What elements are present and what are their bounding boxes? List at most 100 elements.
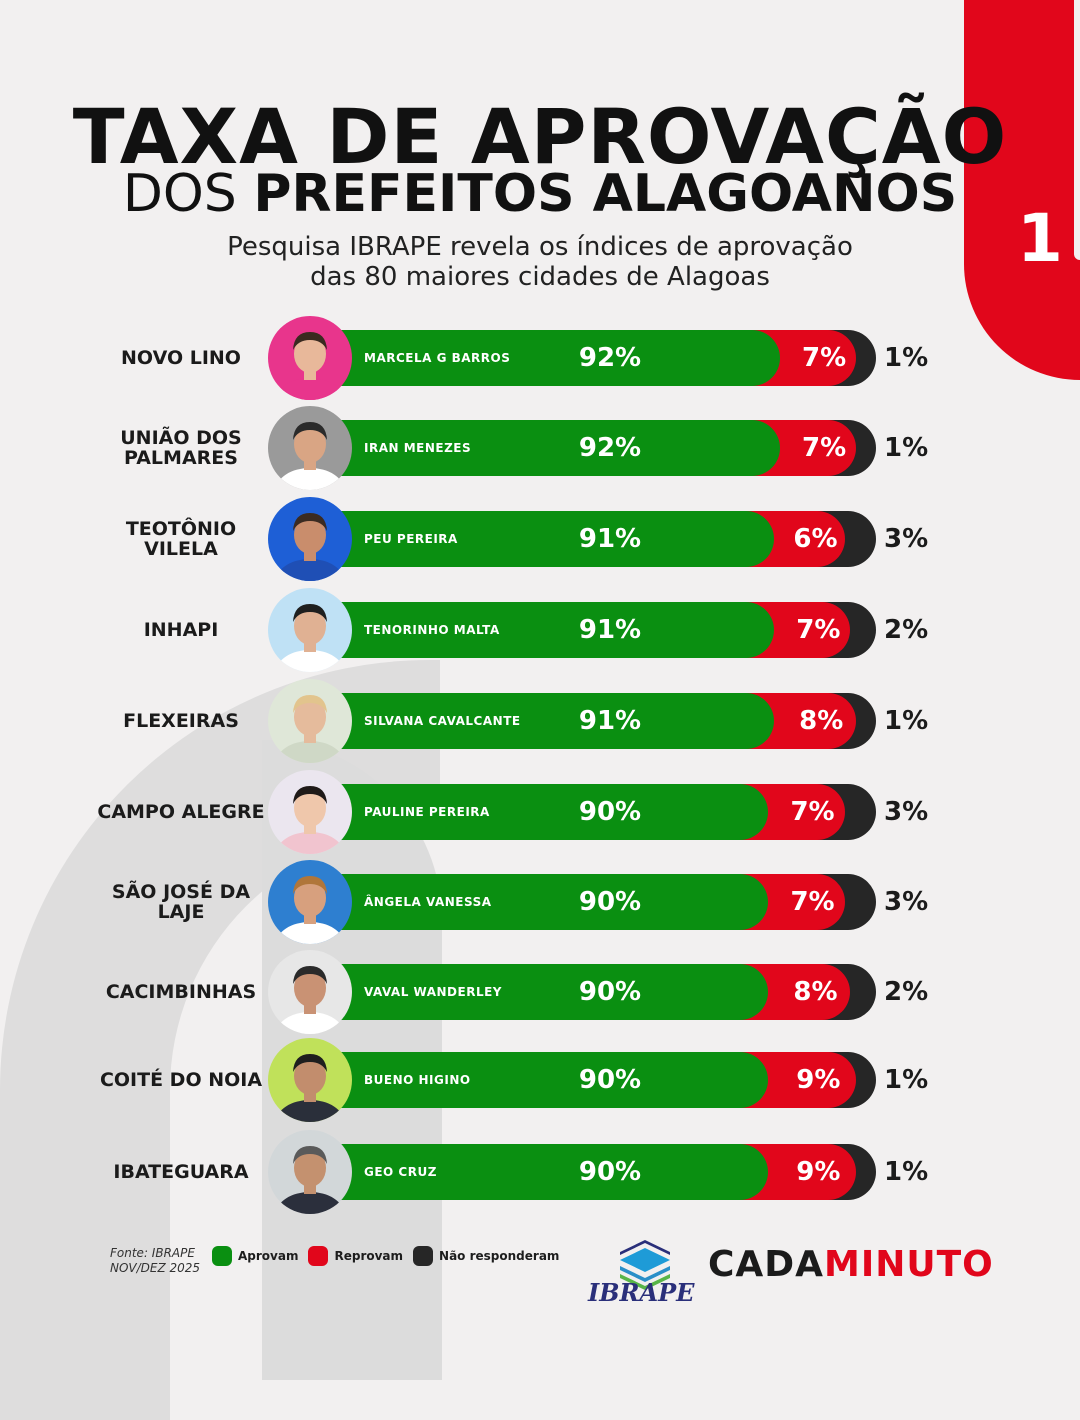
chart-row: CACIMBINHAS VAVAL WANDERLEY 90% 8% 2% (0, 950, 1080, 1034)
period-text: NOV/DEZ 2025 (110, 1261, 201, 1275)
stacked-bar: SILVANA CAVALCANTE 91% 8% (300, 693, 876, 749)
mayor-name: PEU PEREIRA (364, 532, 458, 546)
chart-row: TEOTÔNIO VILELA PEU PEREIRA 91% 6% 3% (0, 497, 1080, 581)
bar-segment-approve (300, 1052, 769, 1108)
disapprove-percent: 7% (796, 615, 841, 645)
legend-label-no-answer: Não responderam (439, 1249, 560, 1263)
legend-swatch-disapprove (308, 1246, 329, 1266)
chart-row: IBATEGUARA GEO CRUZ 90% 9% 1% (0, 1130, 1080, 1214)
legend-item-approve: Aprovam (212, 1246, 298, 1266)
chart-row: NOVO LINO MARCELA G BARROS 92% 7% 1% (0, 316, 1080, 400)
disapprove-percent: 8% (799, 706, 844, 736)
subtitle-line-1: Pesquisa IBRAPE revela os índices de apr… (227, 232, 853, 262)
no-answer-percent: 1% (884, 1157, 929, 1187)
chart-row: INHAPI TENORINHO MALTA 91% 7% 2% (0, 588, 1080, 672)
disapprove-percent: 9% (796, 1157, 841, 1187)
legend: Aprovam Reprovam Não responderam (212, 1246, 559, 1266)
legend-label-disapprove: Reprovam (334, 1249, 404, 1263)
mayor-photo (268, 679, 352, 763)
chart-row: FLEXEIRAS SILVANA CAVALCANTE 91% 8% 1% (0, 679, 1080, 763)
city-label: SÃO JOSÉ DA LAJE (111, 881, 251, 923)
mayor-name: ÂNGELA VANESSA (364, 895, 492, 909)
mayor-photo (268, 497, 352, 581)
bar-segment-approve (300, 1144, 769, 1200)
city-label: NOVO LINO (121, 347, 241, 369)
page-tab (964, 0, 1080, 380)
chart-row: COITÉ DO NOIA BUENO HIGINO 90% 9% 1% (0, 1038, 1080, 1122)
title-light: DOS (122, 164, 237, 224)
disapprove-percent: 7% (802, 433, 847, 463)
stacked-bar: VAVAL WANDERLEY 90% 8% (300, 964, 876, 1020)
chart-row: CAMPO ALEGRE PAULINE PEREIRA 90% 7% 3% (0, 770, 1080, 854)
mayor-name: GEO CRUZ (364, 1165, 437, 1179)
no-answer-percent: 2% (884, 615, 929, 645)
mayor-photo (268, 860, 352, 944)
city-label: UNIÃO DOS PALMARES (120, 427, 242, 469)
no-answer-percent: 1% (884, 706, 929, 736)
stacked-bar: MARCELA G BARROS 92% 7% (300, 330, 876, 386)
city-label: TEOTÔNIO VILELA (125, 518, 237, 560)
stacked-bar: ÂNGELA VANESSA 90% 7% (300, 874, 876, 930)
stacked-bar: PEU PEREIRA 91% 6% (300, 511, 876, 567)
bar-segment-approve (300, 693, 775, 749)
stacked-bar: PAULINE PEREIRA 90% 7% (300, 784, 876, 840)
mayor-photo (268, 1038, 352, 1122)
bar-segment-approve (300, 420, 780, 476)
bar-segment-approve (300, 330, 780, 386)
legend-item-disapprove: Reprovam (308, 1246, 403, 1266)
ibrape-logo-text: IBRAPE (588, 1278, 695, 1307)
approve-percent: 92% (578, 433, 642, 463)
subtitle-line-2: das 80 maiores cidades de Alagoas (310, 262, 770, 292)
mayor-name: SILVANA CAVALCANTE (364, 714, 521, 728)
page-number: 1 (1017, 200, 1063, 277)
disapprove-percent: 9% (796, 1065, 841, 1095)
disapprove-percent: 7% (790, 887, 835, 917)
stacked-bar: TENORINHO MALTA 91% 7% (300, 602, 876, 658)
brand-part-2: MINUTO (824, 1244, 994, 1285)
bar-segment-approve (300, 874, 769, 930)
no-answer-percent: 1% (884, 1065, 929, 1095)
mayor-name: BUENO HIGINO (364, 1073, 471, 1087)
disapprove-percent: 6% (793, 524, 838, 554)
city-label: CACIMBINHAS (105, 981, 257, 1003)
approval-chart: NOVO LINO MARCELA G BARROS 92% 7% 1% UNIÃO DO… (0, 316, 1080, 1214)
chart-row: UNIÃO DOS PALMARES IRAN MENEZES 92% 7% 1% (0, 406, 1080, 490)
city-label: FLEXEIRAS (123, 710, 239, 732)
legend-item-no-answer: Não responderam (413, 1246, 559, 1266)
mayor-photo (268, 406, 352, 490)
chart-row: SÃO JOSÉ DA LAJE ÂNGELA VANESSA 90% 7% 3% (0, 860, 1080, 944)
mayor-name: MARCELA G BARROS (364, 351, 511, 365)
disapprove-percent: 7% (790, 797, 835, 827)
mayor-photo (268, 1130, 352, 1214)
mayor-name: PAULINE PEREIRA (364, 805, 490, 819)
approve-percent: 92% (578, 343, 642, 373)
approve-percent: 91% (578, 615, 642, 645)
legend-label-approve: Aprovam (238, 1249, 299, 1263)
no-answer-percent: 3% (884, 797, 929, 827)
title-bold: PREFEITOS ALAGOANOS (253, 164, 958, 224)
approve-percent: 90% (578, 1065, 642, 1095)
source-text: Fonte: IBRAPE (110, 1246, 195, 1260)
bar-segment-approve (300, 511, 775, 567)
disapprove-percent: 8% (793, 977, 838, 1007)
no-answer-percent: 1% (884, 433, 929, 463)
approve-percent: 90% (578, 887, 642, 917)
stacked-bar: IRAN MENEZES 92% 7% (300, 420, 876, 476)
approve-percent: 91% (578, 706, 642, 736)
approve-percent: 91% (578, 524, 642, 554)
legend-swatch-no-answer (413, 1246, 434, 1266)
bar-segment-approve (300, 784, 769, 840)
brand-part-1: CADA (708, 1244, 825, 1285)
approve-percent: 90% (578, 797, 642, 827)
approve-percent: 90% (578, 977, 642, 1007)
bar-segment-approve (300, 602, 775, 658)
stacked-bar: GEO CRUZ 90% 9% (300, 1144, 876, 1200)
legend-swatch-approve (212, 1246, 232, 1266)
mayor-name: VAVAL WANDERLEY (364, 985, 502, 999)
mayor-name: TENORINHO MALTA (364, 623, 500, 637)
mayor-photo (268, 950, 352, 1034)
bar-segment-approve (300, 964, 769, 1020)
disapprove-percent: 7% (802, 343, 847, 373)
title-line-2: DOS PREFEITOS ALAGOANOS (0, 164, 1080, 224)
no-answer-percent: 3% (884, 524, 929, 554)
